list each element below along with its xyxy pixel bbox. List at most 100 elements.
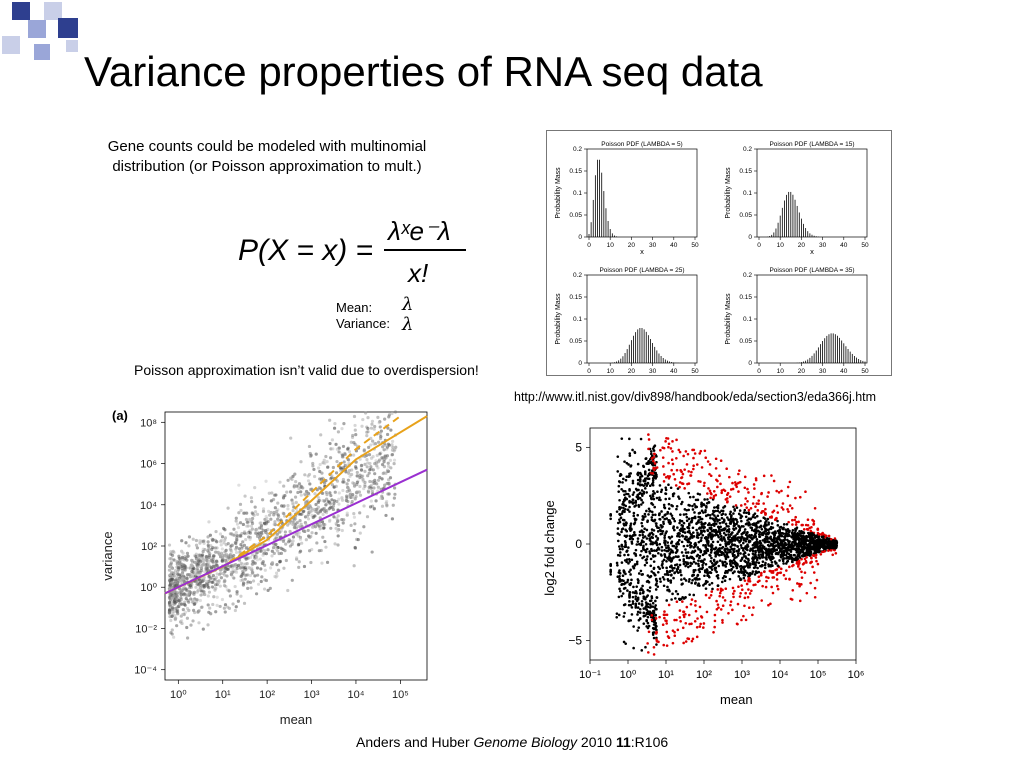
data-point (729, 545, 733, 549)
data-point (241, 581, 246, 585)
data-point (673, 618, 676, 622)
data-point (829, 543, 833, 546)
data-point (620, 582, 624, 586)
source-url[interactable]: http://www.itl.nist.gov/div898/handbook/… (514, 390, 877, 404)
data-point (269, 499, 273, 503)
data-point (362, 504, 366, 508)
x-tick-label: 10⁻¹ (579, 669, 601, 681)
data-point (784, 542, 787, 545)
corner-decoration (0, 0, 80, 70)
data-point (738, 469, 741, 472)
data-point (704, 545, 707, 548)
data-point (623, 559, 627, 562)
data-point (670, 468, 673, 472)
data-point (170, 628, 174, 632)
data-point (636, 629, 639, 632)
data-point (332, 515, 336, 519)
data-point (737, 536, 741, 539)
data-point (220, 547, 224, 551)
data-point (724, 533, 728, 537)
data-point (701, 522, 704, 526)
data-point (819, 541, 822, 544)
data-point (632, 585, 635, 589)
data-point (774, 544, 778, 547)
data-point (805, 556, 808, 559)
y-tick-label: 0 (578, 234, 582, 241)
data-point (248, 573, 253, 578)
data-point (393, 410, 398, 414)
data-point (704, 582, 708, 585)
data-point (633, 564, 637, 567)
data-point (703, 552, 706, 555)
data-point (690, 598, 694, 601)
data-point (251, 553, 255, 557)
data-point (229, 572, 234, 576)
data-point (196, 588, 200, 592)
data-point (620, 437, 624, 440)
data-point (640, 587, 643, 590)
data-point (179, 593, 183, 597)
data-point (370, 422, 374, 426)
data-point (732, 512, 735, 515)
data-point (363, 411, 368, 415)
data-point (780, 534, 784, 538)
data-point (646, 615, 650, 619)
data-point (264, 552, 268, 556)
data-point (342, 460, 346, 464)
data-point (798, 599, 802, 603)
data-point (240, 574, 244, 578)
data-point (333, 542, 337, 546)
data-point (331, 465, 335, 470)
data-point (702, 529, 705, 532)
data-point (352, 564, 356, 568)
data-point (755, 558, 759, 562)
data-point (692, 456, 695, 460)
data-point (742, 567, 746, 571)
data-point (685, 515, 689, 519)
data-point (702, 526, 705, 530)
data-point (623, 540, 627, 543)
data-point (618, 587, 621, 591)
data-point (702, 561, 705, 565)
data-point (780, 539, 784, 542)
data-point (697, 582, 700, 585)
data-point (665, 644, 669, 647)
data-point (784, 532, 787, 536)
data-point (634, 504, 638, 507)
data-point (615, 612, 619, 615)
data-point (675, 618, 678, 622)
y-tick-label: 0.1 (743, 316, 752, 323)
data-point (752, 606, 755, 609)
data-point (755, 514, 759, 518)
data-point (790, 535, 794, 539)
data-point (372, 486, 376, 490)
data-point (267, 491, 271, 495)
deco-square (34, 44, 50, 60)
data-point (738, 526, 742, 530)
data-point (304, 522, 308, 527)
data-point (740, 525, 744, 528)
data-point (691, 578, 694, 582)
data-point (628, 560, 632, 563)
data-point (263, 568, 267, 572)
data-point (180, 539, 184, 543)
data-point (647, 433, 650, 436)
data-point (708, 565, 711, 569)
data-point (792, 533, 796, 536)
data-point (657, 551, 660, 555)
data-point (643, 477, 647, 480)
data-point (763, 566, 767, 570)
data-point (264, 531, 269, 535)
data-point (231, 602, 235, 606)
data-point (253, 561, 257, 565)
data-point (744, 497, 748, 500)
data-point (681, 528, 685, 532)
data-point (278, 480, 282, 484)
data-point (708, 531, 712, 535)
data-point (663, 616, 666, 620)
data-point (206, 543, 210, 547)
data-point (366, 430, 370, 434)
data-point (685, 562, 689, 566)
data-point (829, 549, 833, 552)
data-point (696, 531, 699, 535)
